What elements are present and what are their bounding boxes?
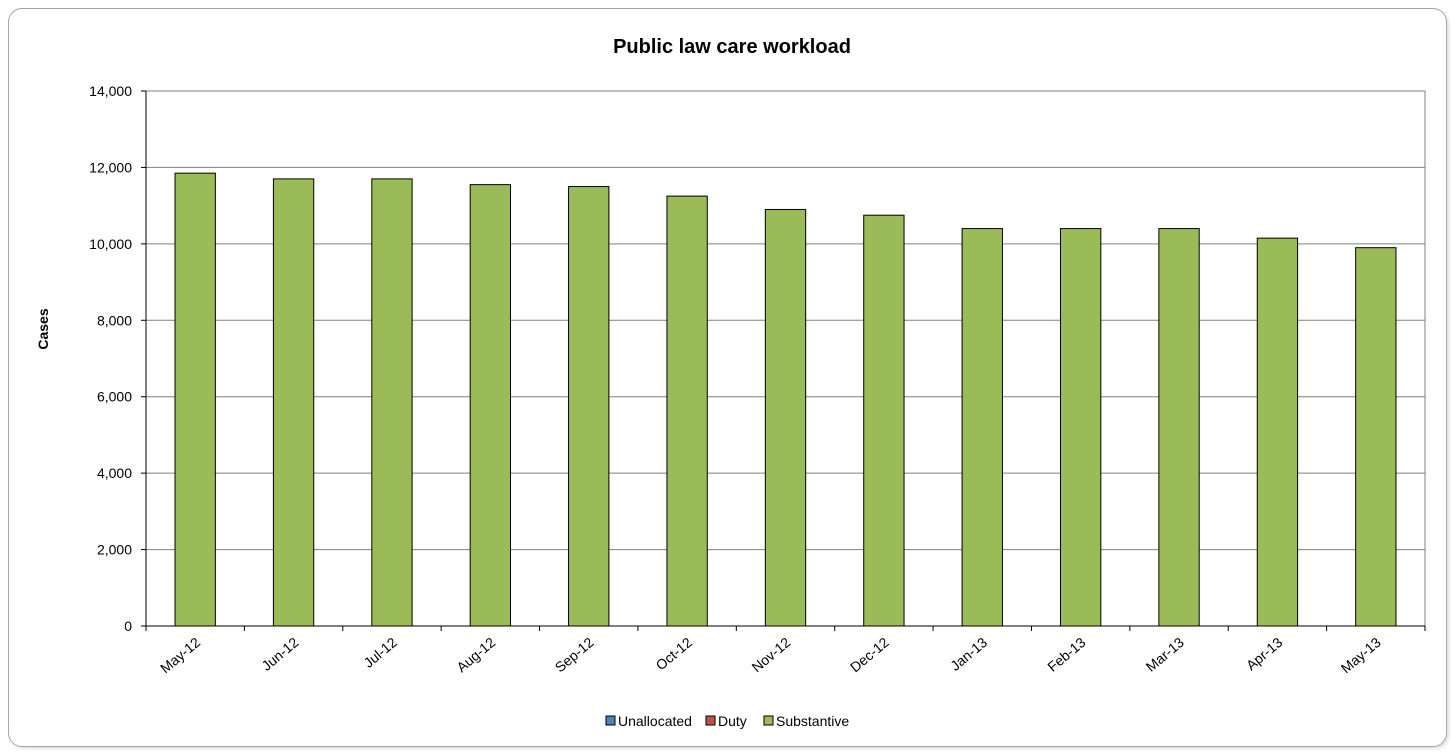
y-tick-label: 6,000 <box>97 389 132 405</box>
legend-swatch <box>763 715 774 726</box>
bar-substantive <box>1059 228 1102 627</box>
legend: Unallocated Duty Substantive <box>605 713 849 729</box>
legend-label: Duty <box>718 713 747 729</box>
x-axis: May-12 Jun-12 Jul-12 Aug-12 Sep-12 Oct-12 Nov-… <box>145 625 1426 676</box>
x-tick-label: Nov-12 <box>749 634 794 675</box>
y-tick-label: 0 <box>124 618 132 634</box>
x-tick-label: Oct-12 <box>653 634 696 673</box>
legend-item-duty: Duty <box>705 713 747 729</box>
bar-substantive <box>961 228 1003 627</box>
bar-substantive <box>469 184 512 627</box>
x-tick-label: Dec-12 <box>847 634 892 675</box>
bar-substantive <box>1355 247 1397 627</box>
legend-item-substantive: Substantive <box>763 713 849 729</box>
x-tick-label: Mar-13 <box>1143 634 1187 675</box>
bar-substantive <box>1256 237 1299 627</box>
bar-substantive <box>764 208 807 627</box>
x-tick-label: Jan-13 <box>947 634 990 674</box>
x-tick-label: May-13 <box>1338 634 1384 676</box>
x-tick-label: Apr-13 <box>1243 634 1286 673</box>
x-tick-label: Sep-12 <box>552 634 597 675</box>
bars <box>174 172 1397 627</box>
y-tick-label: 4,000 <box>97 465 132 481</box>
bar-substantive <box>863 214 905 627</box>
y-tick-label: 12,000 <box>89 159 132 175</box>
x-tick-label: Jun-12 <box>258 634 301 674</box>
x-tick-label: Jul-12 <box>360 634 400 671</box>
legend-item-unallocated: Unallocated <box>605 713 692 729</box>
chart-title: Public law care workload <box>613 36 851 58</box>
plot-area: 02,0004,0006,0008,00010,00012,00014,000 … <box>89 83 1426 676</box>
bar-substantive <box>371 178 413 627</box>
y-axis-label: Cases <box>35 308 51 349</box>
x-tick-label: Aug-12 <box>453 634 498 675</box>
y-tick-label: 10,000 <box>89 236 132 252</box>
bar-substantive <box>568 186 610 627</box>
bar-substantive <box>272 178 315 627</box>
bar-substantive <box>1158 228 1200 627</box>
y-axis: 0 2,000 4,000 6,000 8,000 10,000 12,000 14,000 <box>89 83 147 634</box>
legend-swatch <box>605 715 616 726</box>
y-tick-label: 2,000 <box>97 542 132 558</box>
bar-substantive <box>174 172 216 627</box>
bar-substantive <box>666 195 708 627</box>
x-tick-label: May-12 <box>157 634 203 676</box>
legend-swatch <box>705 715 716 726</box>
y-tick-label: 14,000 <box>89 83 132 99</box>
legend-label: Unallocated <box>618 713 692 729</box>
legend-label: Substantive <box>776 713 849 729</box>
y-tick-label: 8,000 <box>97 312 132 328</box>
x-tick-label: Feb-13 <box>1044 634 1088 675</box>
